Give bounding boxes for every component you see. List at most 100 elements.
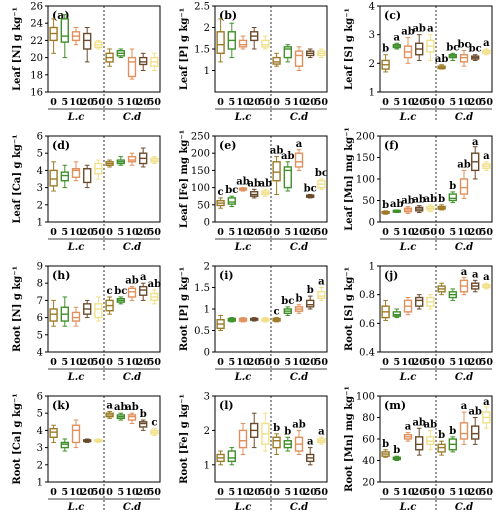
y-tick-label: 2 [37,460,43,471]
box-Cd-10 [127,412,137,425]
x-tick-label: 5 [393,97,400,108]
x-tick-label: 10 [292,97,306,108]
box-Cd-50 [482,161,491,171]
significance-letter: a [427,24,434,35]
y-tick-label: 1.5 [194,283,210,294]
x-tick-label: 20 [248,487,262,498]
significance-letter: ab [292,419,305,430]
y-tick-label: 2 [37,200,43,211]
y-tick-label: 9 [37,262,43,273]
box-Lc-0 [216,314,225,331]
x-tick-label: 50 [92,357,106,368]
box-Lc-50 [94,39,103,50]
box-Lc-0 [49,161,58,192]
significance-letter: c [107,286,113,297]
x-tick-label: 0 [438,97,445,108]
x-tick-label: 50 [424,97,438,108]
significance-letter: a [472,269,479,280]
box-Lc-50 [261,188,270,197]
x-tick-label: 10 [236,487,250,498]
x-tick-label: 0 [273,357,280,368]
box-Lc-20 [250,412,259,449]
y-axis-label: Root [P] g kg⁻¹ [179,267,190,351]
significance-letter: bc [304,183,317,194]
significance-letter: a [483,151,490,162]
x-tick-label: 5 [393,357,400,368]
x-tick-label: 0 [217,357,224,368]
x-tick-label: 50 [315,487,329,498]
y-tick-label: 1 [204,460,210,471]
y-tick-label: 0 [369,218,375,229]
y-tick-label: 1 [204,305,210,316]
significance-letter: c [218,187,224,198]
x-tick-label: 5 [449,227,456,238]
y-tick-label: 80 [362,413,375,424]
box-Lc-10 [403,297,413,316]
y-tick-label: 0 [204,218,210,229]
y-tick-label: 150 [191,166,210,177]
box-Lc-5 [60,164,69,189]
group-label: L.c [399,502,417,513]
box-Lc-20 [83,27,92,63]
y-tick-label: 20 [362,478,375,489]
significance-letter: bc [114,286,127,297]
x-tick-label: 0 [217,227,224,238]
box-body [60,171,69,182]
box-body [60,18,69,43]
x-tick-label: 50 [315,357,329,368]
significance-letter: a [307,437,314,448]
x-tick-label: 20 [137,487,151,498]
x-tick-label: 10 [292,357,306,368]
box-Cd-20 [306,295,315,310]
box-Cd-5 [283,161,292,192]
box-Lc-20 [250,27,259,50]
box-Lc-10 [403,37,413,64]
x-tick-label: 0 [217,97,224,108]
panel-label: (i) [219,269,234,282]
box-Lc-0 [49,424,58,443]
box-body [294,50,304,67]
y-tick-label: 2 [204,23,210,34]
group-label: L.c [399,112,417,123]
x-tick-label: 20 [413,227,427,238]
box-Cd-0 [272,433,281,455]
box-Lc-50 [261,35,270,50]
significance-letter: a [461,401,468,412]
x-tick-label: 5 [284,357,291,368]
box-Lc-20 [415,205,424,214]
box-body [227,450,236,463]
box-body [127,155,137,163]
y-tick-label: 100 [191,183,210,194]
group-label: C.d [123,242,141,253]
x-tick-label: 20 [304,227,318,238]
box-Lc-10 [71,27,81,46]
x-tick-label: 10 [69,357,83,368]
y-tick-label: 40 [362,456,375,467]
box-Lc-10 [238,423,248,455]
box-body [261,39,270,48]
y-tick-label: 26 [30,2,43,13]
box-body [216,31,225,54]
significance-letter: b [307,285,314,296]
x-tick-label: 10 [401,97,415,108]
group-label: L.c [67,242,85,253]
significance-letter: a [296,139,303,150]
x-tick-label: 0 [438,227,445,238]
box-body [139,421,148,428]
significance-letter: c [274,307,280,318]
y-axis-label: Root [Ca] g kg⁻¹ [12,393,23,484]
y-axis-label: Root [N] g kg⁻¹ [12,266,23,352]
significance-letter: ab [412,195,425,206]
y-tick-label: 0.8 [359,290,375,301]
significance-letter: ab [401,27,414,38]
box-body [49,308,58,322]
x-tick-label: 0 [106,357,113,368]
y-axis-label: Root [Fe] g kg⁻¹ [179,394,190,484]
x-tick-label: 20 [469,227,483,238]
box-Lc-50 [426,429,435,451]
y-tick-label: 6 [37,132,43,143]
